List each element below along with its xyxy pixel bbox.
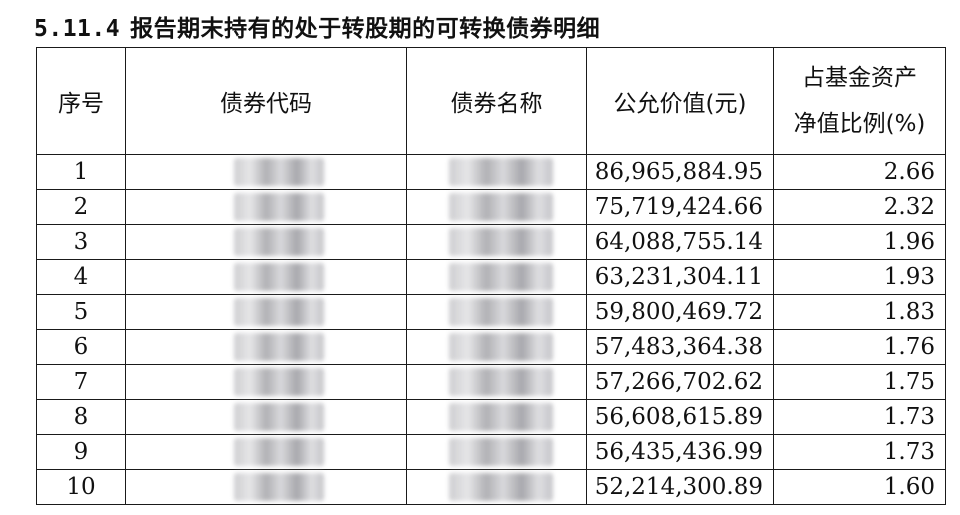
bond-name-cell [406,294,587,330]
table-row: 10 52,214,300.89 1.60 [36,469,946,505]
bond-name-cell [406,434,587,470]
row-index: 2 [36,189,126,225]
row-index: 8 [36,399,126,435]
bond-code-cell [125,434,407,470]
bond-name-cell [406,364,587,400]
redacted-bond-code [234,193,324,221]
fair-value-cell: 57,266,702.62 [586,364,774,400]
nav-ratio-cell: 1.96 [773,224,946,260]
bond-code-cell [125,364,407,400]
table-row: 9 56,435,436.99 1.73 [36,434,946,470]
header-ratio-line1: 占基金资产 [802,65,917,91]
redacted-bond-name [449,403,553,431]
redacted-bond-code [234,473,324,501]
row-index: 1 [36,154,126,190]
nav-ratio-cell: 1.60 [773,469,946,505]
fair-value-cell: 75,719,424.66 [586,189,774,225]
bond-code-cell [125,469,407,505]
fair-value-cell: 64,088,755.14 [586,224,774,260]
nav-ratio-cell: 1.73 [773,399,946,435]
redacted-bond-code [234,158,324,186]
nav-ratio-cell: 1.83 [773,294,946,330]
bond-code-cell [125,329,407,365]
nav-ratio-cell: 1.76 [773,329,946,365]
bond-name-cell [406,329,587,365]
redacted-bond-name [449,193,553,221]
redacted-bond-name [449,333,553,361]
fair-value-cell: 63,231,304.11 [586,259,774,295]
redacted-bond-code [234,263,324,291]
bond-code-cell [125,154,407,190]
redacted-bond-name [449,438,553,466]
fair-value-cell: 57,483,364.38 [586,329,774,365]
fair-value-cell: 86,965,884.95 [586,154,774,190]
table-row: 1 86,965,884.95 2.66 [36,154,946,190]
redacted-bond-code [234,333,324,361]
section-title: 报告期末持有的处于转股期的可转换债券明细 [130,16,601,42]
fair-value-cell: 52,214,300.89 [586,469,774,505]
bond-name-cell [406,469,587,505]
header-ratio: 占基金资产 净值比例(%) [773,47,946,155]
section-number: 5.11.4 [34,16,121,42]
bond-name-cell [406,189,587,225]
header-fair-value: 公允价值(元) [586,47,774,155]
header-ratio-line2: 净值比例(%) [793,111,926,137]
redacted-bond-code [234,368,324,396]
bond-name-cell [406,224,587,260]
redacted-bond-name [449,473,553,501]
nav-ratio-cell: 2.32 [773,189,946,225]
redacted-bond-name [449,298,553,326]
table-row: 8 56,608,615.89 1.73 [36,399,946,435]
nav-ratio-cell: 1.73 [773,434,946,470]
nav-ratio-cell: 1.75 [773,364,946,400]
header-index: 序号 [36,47,126,155]
row-index: 6 [36,329,126,365]
bond-code-cell [125,294,407,330]
redacted-bond-name [449,228,553,256]
bond-code-cell [125,224,407,260]
bond-code-cell [125,399,407,435]
table-row: 5 59,800,469.72 1.83 [36,294,946,330]
bond-code-cell [125,189,407,225]
row-index: 5 [36,294,126,330]
row-index: 9 [36,434,126,470]
convertible-bond-table: 序号 债券代码 债券名称 公允价值(元) 占基金资产 净值比例(%) 1 86,… [36,47,946,505]
row-index: 10 [36,469,126,505]
redacted-bond-code [234,403,324,431]
fair-value-cell: 59,800,469.72 [586,294,774,330]
bond-code-cell [125,259,407,295]
table-row: 3 64,088,755.14 1.96 [36,224,946,260]
header-code: 债券代码 [125,47,407,155]
table-row: 4 63,231,304.11 1.93 [36,259,946,295]
table-header-row: 序号 债券代码 债券名称 公允价值(元) 占基金资产 净值比例(%) [36,47,946,155]
nav-ratio-cell: 2.66 [773,154,946,190]
redacted-bond-code [234,298,324,326]
redacted-bond-name [449,263,553,291]
bond-name-cell [406,399,587,435]
redacted-bond-code [234,228,324,256]
row-index: 3 [36,224,126,260]
redacted-bond-name [449,158,553,186]
redacted-bond-code [234,438,324,466]
section-heading: 5.11.4 报告期末持有的处于转股期的可转换债券明细 [34,9,600,43]
fair-value-cell: 56,435,436.99 [586,434,774,470]
table-row: 2 75,719,424.66 2.32 [36,189,946,225]
header-name: 债券名称 [406,47,587,155]
redacted-bond-name [449,368,553,396]
table-row: 6 57,483,364.38 1.76 [36,329,946,365]
nav-ratio-cell: 1.93 [773,259,946,295]
bond-name-cell [406,259,587,295]
row-index: 4 [36,259,126,295]
table-row: 7 57,266,702.62 1.75 [36,364,946,400]
bond-name-cell [406,154,587,190]
fair-value-cell: 56,608,615.89 [586,399,774,435]
row-index: 7 [36,364,126,400]
